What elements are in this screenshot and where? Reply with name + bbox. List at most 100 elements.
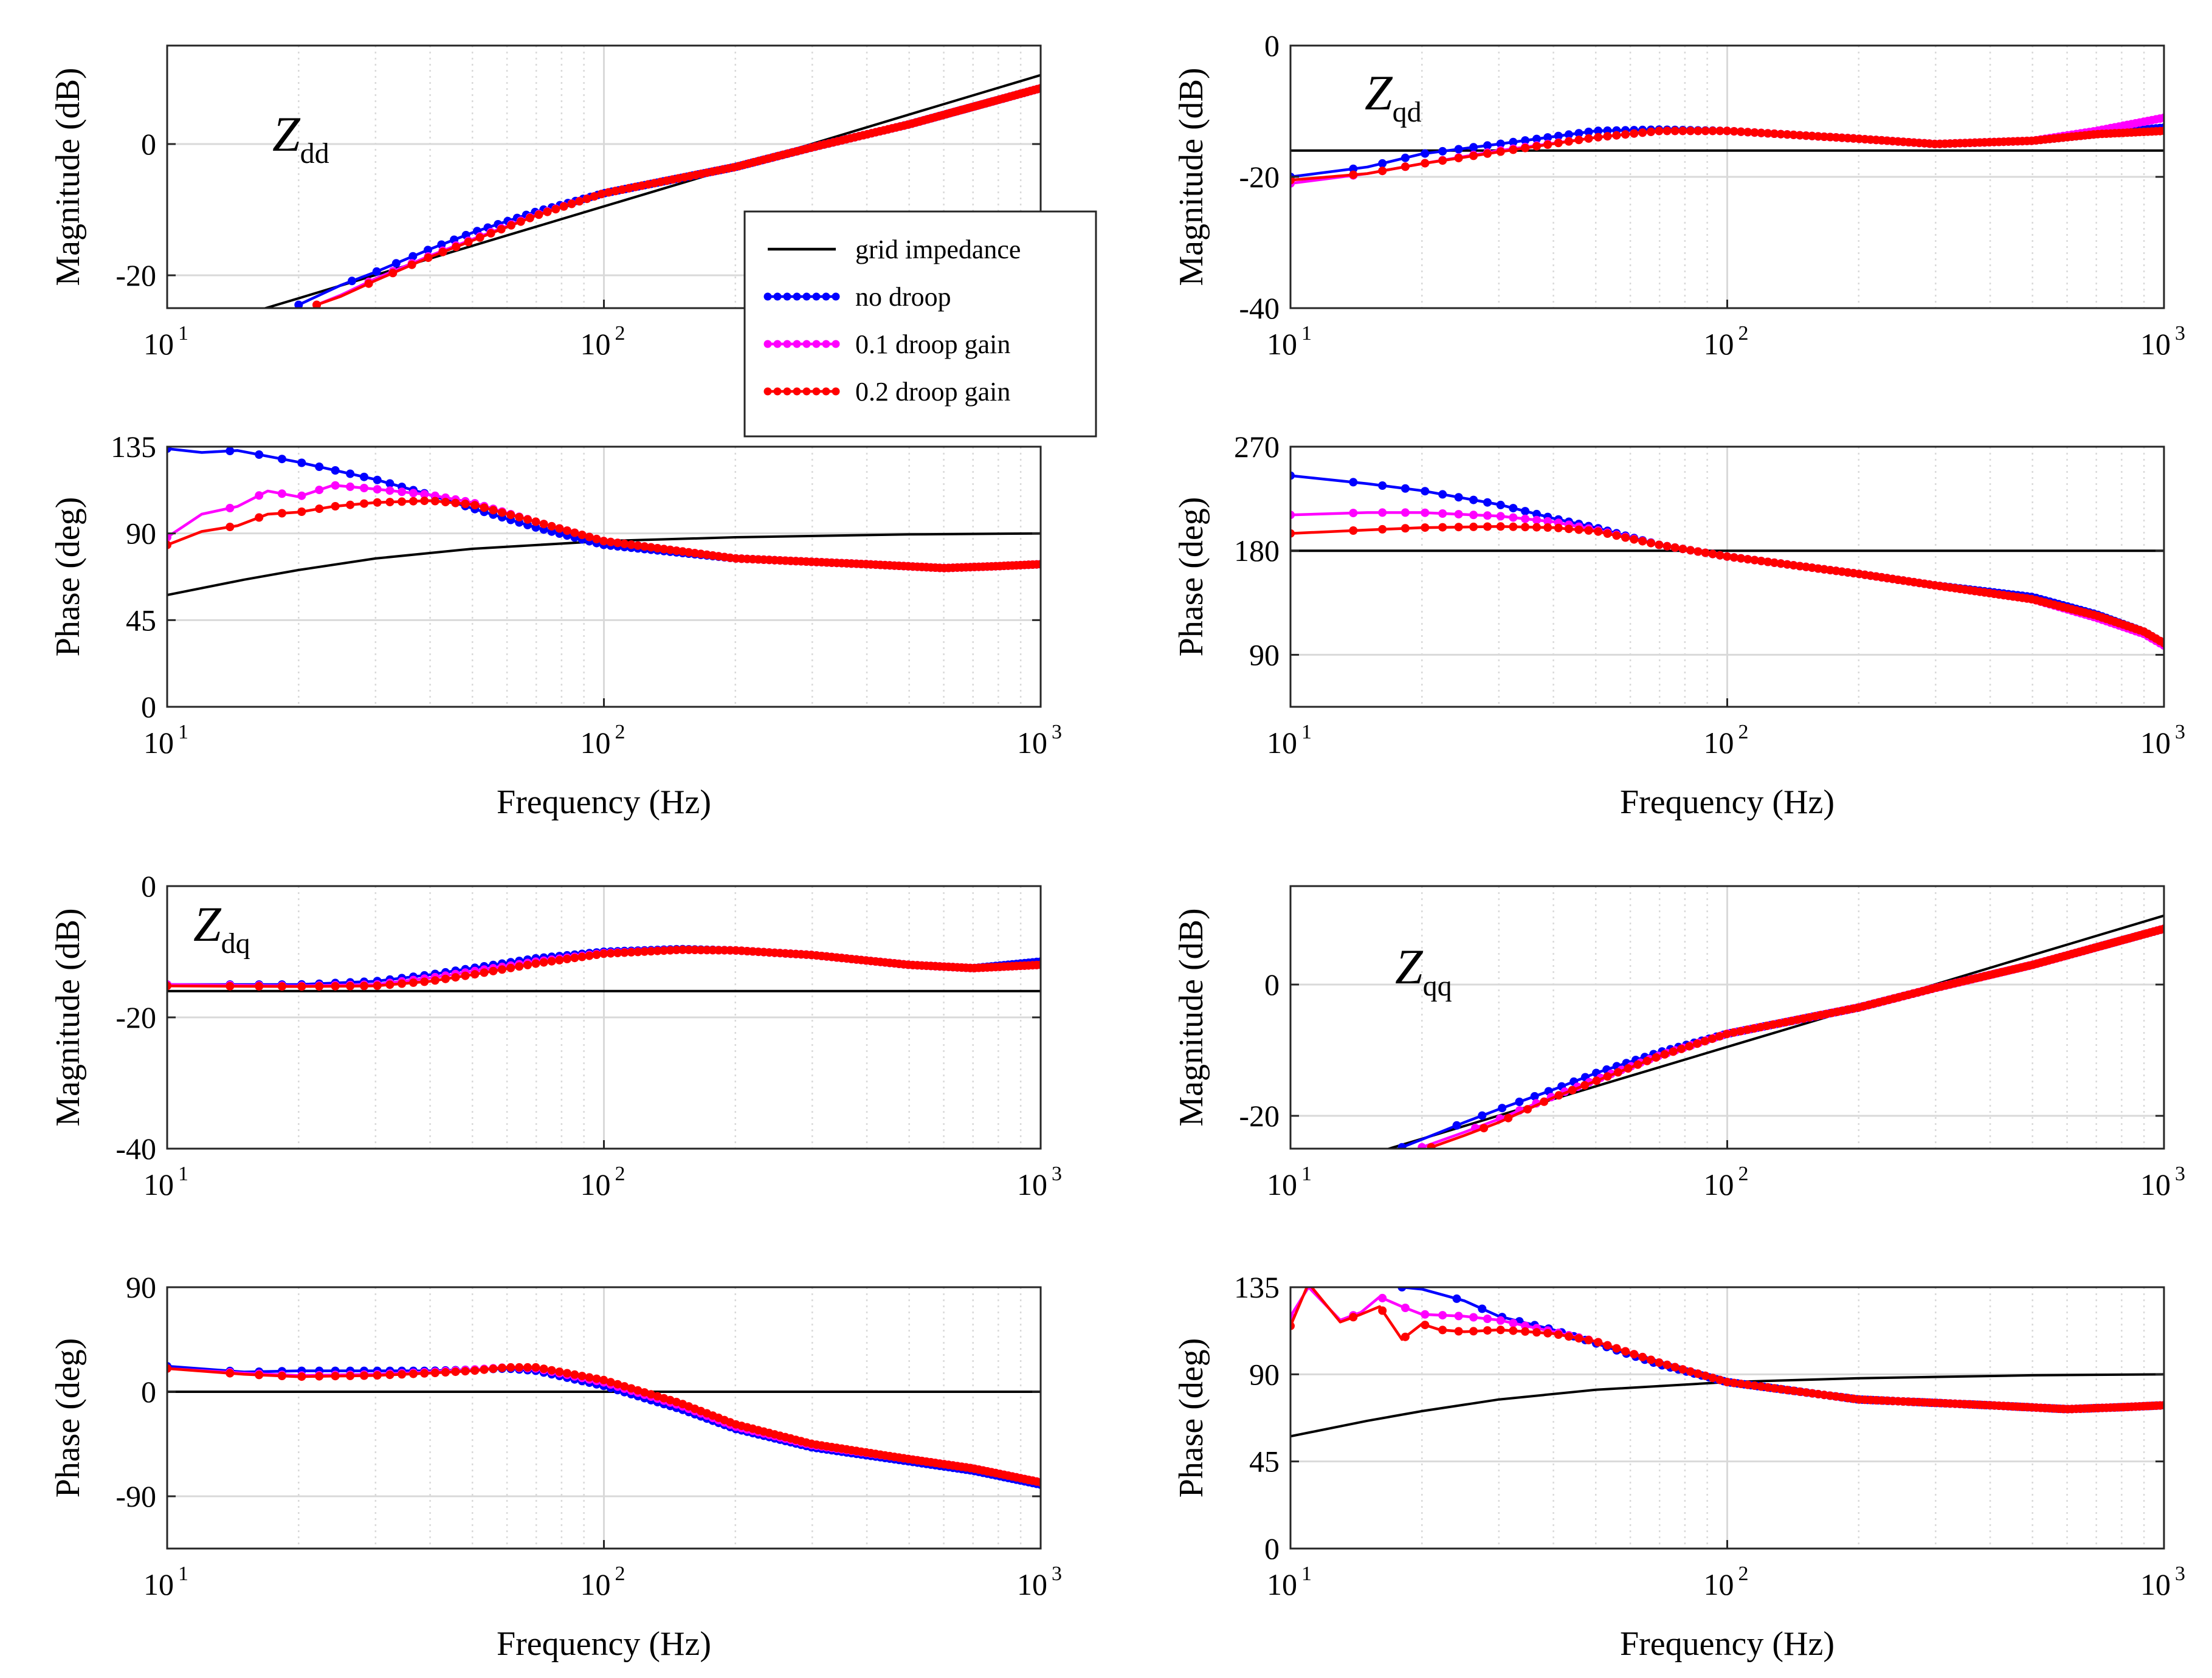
data-point-0-1-droop-gain — [1521, 514, 1530, 523]
data-point-0-2-droop-gain — [1763, 557, 1773, 566]
data-point-0-2-droop-gain — [489, 966, 498, 975]
data-point-0-1-droop-gain — [1483, 1315, 1492, 1323]
y-tick-label: 135 — [1234, 1270, 1280, 1304]
data-point-0-2-droop-gain — [620, 948, 629, 957]
data-point-0-2-droop-gain — [315, 982, 324, 991]
y-axis-label: Phase (deg) — [1173, 497, 1210, 657]
zqq-title: Zqq — [1395, 939, 1452, 1002]
data-point-0-2-droop-gain — [1737, 1380, 1746, 1389]
data-point-0-2-droop-gain — [1438, 1326, 1447, 1335]
data-point-0-1-droop-gain — [1421, 1310, 1430, 1319]
data-point-0-2-droop-gain — [1662, 1360, 1672, 1369]
data-point-0-2-droop-gain — [1509, 145, 1518, 154]
data-point-0-2-droop-gain — [620, 1382, 629, 1391]
y-axis-label: Magnitude (dB) — [49, 67, 87, 286]
data-point-no-droop — [1438, 490, 1447, 499]
data-point-0-2-droop-gain — [640, 542, 649, 551]
data-point-0-2-droop-gain — [585, 1373, 594, 1382]
x-tick-label: 10 — [2140, 1567, 2171, 1601]
data-point-0-2-droop-gain — [1652, 1053, 1661, 1062]
y-axis-label: Phase (deg) — [1173, 1338, 1210, 1498]
data-point-0-2-droop-gain — [277, 982, 286, 991]
data-point-0-2-droop-gain — [1770, 558, 1779, 567]
data-point-0-2-droop-gain — [547, 957, 556, 966]
data-point-0-2-droop-gain — [409, 978, 418, 987]
data-point-no-droop — [346, 469, 355, 478]
data-point-0-2-droop-gain — [570, 1370, 579, 1379]
data-point-0-1-droop-gain — [346, 482, 355, 491]
data-point-0-2-droop-gain — [255, 982, 264, 991]
data-point-0-2-droop-gain — [1036, 960, 1041, 969]
data-point-0-2-droop-gain — [1686, 546, 1695, 555]
data-point-0-2-droop-gain — [420, 1369, 429, 1378]
data-point-0-2-droop-gain — [599, 537, 608, 546]
data-point-0-2-droop-gain — [575, 197, 584, 206]
data-point-0-2-droop-gain — [1677, 1044, 1686, 1053]
data-point-0-2-droop-gain — [506, 963, 515, 972]
data-point-0-2-droop-gain — [1701, 126, 1710, 136]
data-point-0-2-droop-gain — [691, 946, 700, 954]
data-point-0-2-droop-gain — [613, 1380, 622, 1389]
zqd-title: Zqd — [1365, 65, 1422, 128]
y-tick-label: 0 — [141, 1375, 156, 1409]
data-point-0-2-droop-gain — [1808, 131, 1817, 140]
data-point-0-2-droop-gain — [364, 279, 373, 288]
data-point-0-2-droop-gain — [1693, 547, 1703, 556]
data-point-0-1-droop-gain — [1438, 1311, 1447, 1320]
data-point-0-2-droop-gain — [277, 1372, 286, 1380]
data-point-0-2-droop-gain — [1427, 1143, 1436, 1149]
data-point-0-2-droop-gain — [1647, 538, 1655, 548]
y-tick-label: 90 — [126, 1270, 156, 1304]
data-point-0-2-droop-gain — [430, 1369, 439, 1377]
data-point-0-2-droop-gain — [1543, 1329, 1552, 1338]
x-tick-label: 10 — [581, 726, 611, 760]
data-point-0-1-droop-gain — [226, 504, 235, 512]
title-main: Z — [193, 896, 222, 952]
data-point-0-2-droop-gain — [277, 509, 286, 518]
data-point-0-2-droop-gain — [515, 513, 524, 521]
data-point-0-2-droop-gain — [577, 531, 587, 540]
data-point-no-droop — [1452, 1121, 1461, 1130]
x-tick-exponent: 3 — [2175, 1563, 2185, 1585]
data-point-0-1-droop-gain — [1421, 508, 1430, 517]
y-tick-label: -40 — [115, 1132, 156, 1166]
data-point-0-2-droop-gain — [506, 1363, 515, 1372]
data-point-0-2-droop-gain — [255, 1370, 264, 1380]
data-point-0-2-droop-gain — [647, 1390, 655, 1399]
data-point-0-1-droop-gain — [385, 486, 395, 495]
data-point-0-2-droop-gain — [1378, 1306, 1387, 1315]
x-tick-exponent: 2 — [1738, 1163, 1749, 1185]
x-tick-exponent: 2 — [615, 1563, 625, 1585]
y-tick-label: 180 — [1234, 534, 1280, 568]
data-point-0-2-droop-gain — [1762, 1022, 1771, 1030]
legend-marker-no-droop — [822, 292, 830, 301]
data-point-0-2-droop-gain — [1378, 524, 1387, 534]
data-point-0-1-droop-gain — [1509, 1319, 1518, 1328]
data-point-0-2-droop-gain — [1737, 127, 1746, 136]
x-tick-label: 10 — [2140, 327, 2171, 361]
data-point-0-2-droop-gain — [452, 242, 461, 252]
data-point-0-1-droop-gain — [297, 491, 306, 500]
y-tick-label: 90 — [1249, 638, 1280, 672]
data-point-0-2-droop-gain — [1757, 128, 1766, 137]
y-axis-label: Magnitude (dB) — [49, 908, 87, 1126]
y-tick-label: 0 — [1264, 968, 1280, 1002]
data-point-0-2-droop-gain — [627, 540, 636, 549]
data-point-no-droop — [1584, 128, 1593, 136]
data-point-no-droop — [255, 450, 264, 459]
data-point-0-2-droop-gain — [1743, 555, 1752, 564]
data-point-0-2-droop-gain — [1594, 1338, 1603, 1347]
data-point-0-2-droop-gain — [480, 1365, 489, 1374]
data-point-no-droop — [1554, 131, 1563, 140]
data-point-0-2-droop-gain — [461, 971, 470, 980]
data-point-no-droop — [1454, 493, 1463, 502]
x-tick-exponent: 3 — [2175, 322, 2185, 345]
data-point-0-2-droop-gain — [331, 1372, 340, 1381]
data-point-0-2-droop-gain — [470, 970, 480, 979]
data-point-0-2-droop-gain — [1454, 1327, 1463, 1336]
data-point-0-2-droop-gain — [633, 541, 643, 550]
legend-marker-0-2-droop-gain — [773, 387, 782, 396]
data-point-0-2-droop-gain — [1349, 526, 1358, 535]
data-point-0-2-droop-gain — [2160, 924, 2164, 934]
data-point-0-2-droop-gain — [1603, 132, 1612, 141]
